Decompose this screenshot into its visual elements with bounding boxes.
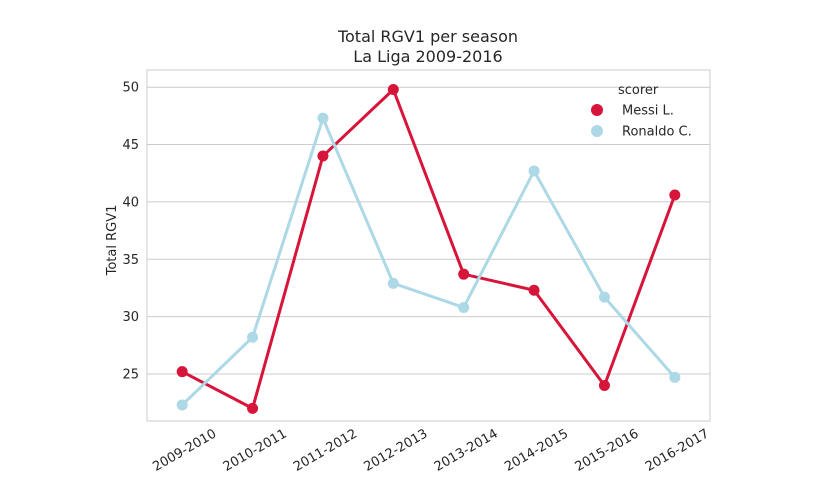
data-point: [317, 112, 329, 124]
legend-marker: [591, 104, 603, 116]
y-tick-label: 40: [122, 195, 139, 210]
gridlines: [147, 86, 710, 375]
series-line: [181, 116, 676, 407]
series-line: [181, 88, 677, 410]
chart-subtitle: La Liga 2009-2016: [353, 47, 502, 66]
y-tick-label: 50: [122, 81, 139, 96]
data-point: [387, 277, 399, 289]
data-point: [176, 366, 188, 378]
x-tick-label: 2009-2010: [150, 426, 219, 474]
data-point: [387, 84, 399, 95]
data-point: [598, 379, 610, 391]
y-axis-label: Total RGV1: [105, 205, 120, 277]
data-point: [458, 268, 470, 280]
data-point: [176, 399, 188, 411]
legend-label: Ronaldo C.: [622, 125, 692, 140]
legend-label: Messi L.: [622, 104, 674, 119]
y-tick-label: 25: [122, 367, 139, 382]
data-point: [317, 150, 329, 162]
data-point: [247, 331, 259, 343]
data-point: [528, 165, 540, 177]
chart-title: Total RGV1 per season: [337, 27, 518, 46]
data-point: [598, 291, 610, 303]
y-tick-labels: 25 30 35 40 45 50: [122, 81, 139, 383]
data-point: [247, 402, 259, 414]
x-tick-labels: 2009-2010 2010-2011 2011-2012 2012-2013 2013…: [150, 426, 711, 474]
x-tick-label: 2011-2012: [291, 426, 360, 474]
data-point: [669, 189, 681, 201]
y-tick-label: 45: [122, 138, 139, 153]
legend: scorer Messi L. Ronaldo C.: [591, 83, 692, 140]
series-layer: [176, 84, 681, 414]
y-tick-label: 35: [122, 253, 139, 268]
plot-frame: [146, 69, 711, 422]
x-tick-label: 2015-2016: [573, 426, 642, 474]
x-tick-label: 2013-2014: [432, 426, 501, 474]
y-tick-label: 30: [122, 310, 139, 325]
data-point: [458, 301, 470, 313]
x-tick-label: 2012-2013: [361, 426, 430, 474]
data-point: [528, 284, 540, 296]
legend-title: scorer: [618, 83, 659, 98]
x-tick-label: 2010-2011: [221, 426, 290, 474]
legend-marker: [591, 125, 603, 137]
data-point: [669, 371, 681, 383]
x-tick-label: 2014-2015: [502, 426, 571, 474]
x-tick-label: 2016-2017: [643, 426, 712, 474]
